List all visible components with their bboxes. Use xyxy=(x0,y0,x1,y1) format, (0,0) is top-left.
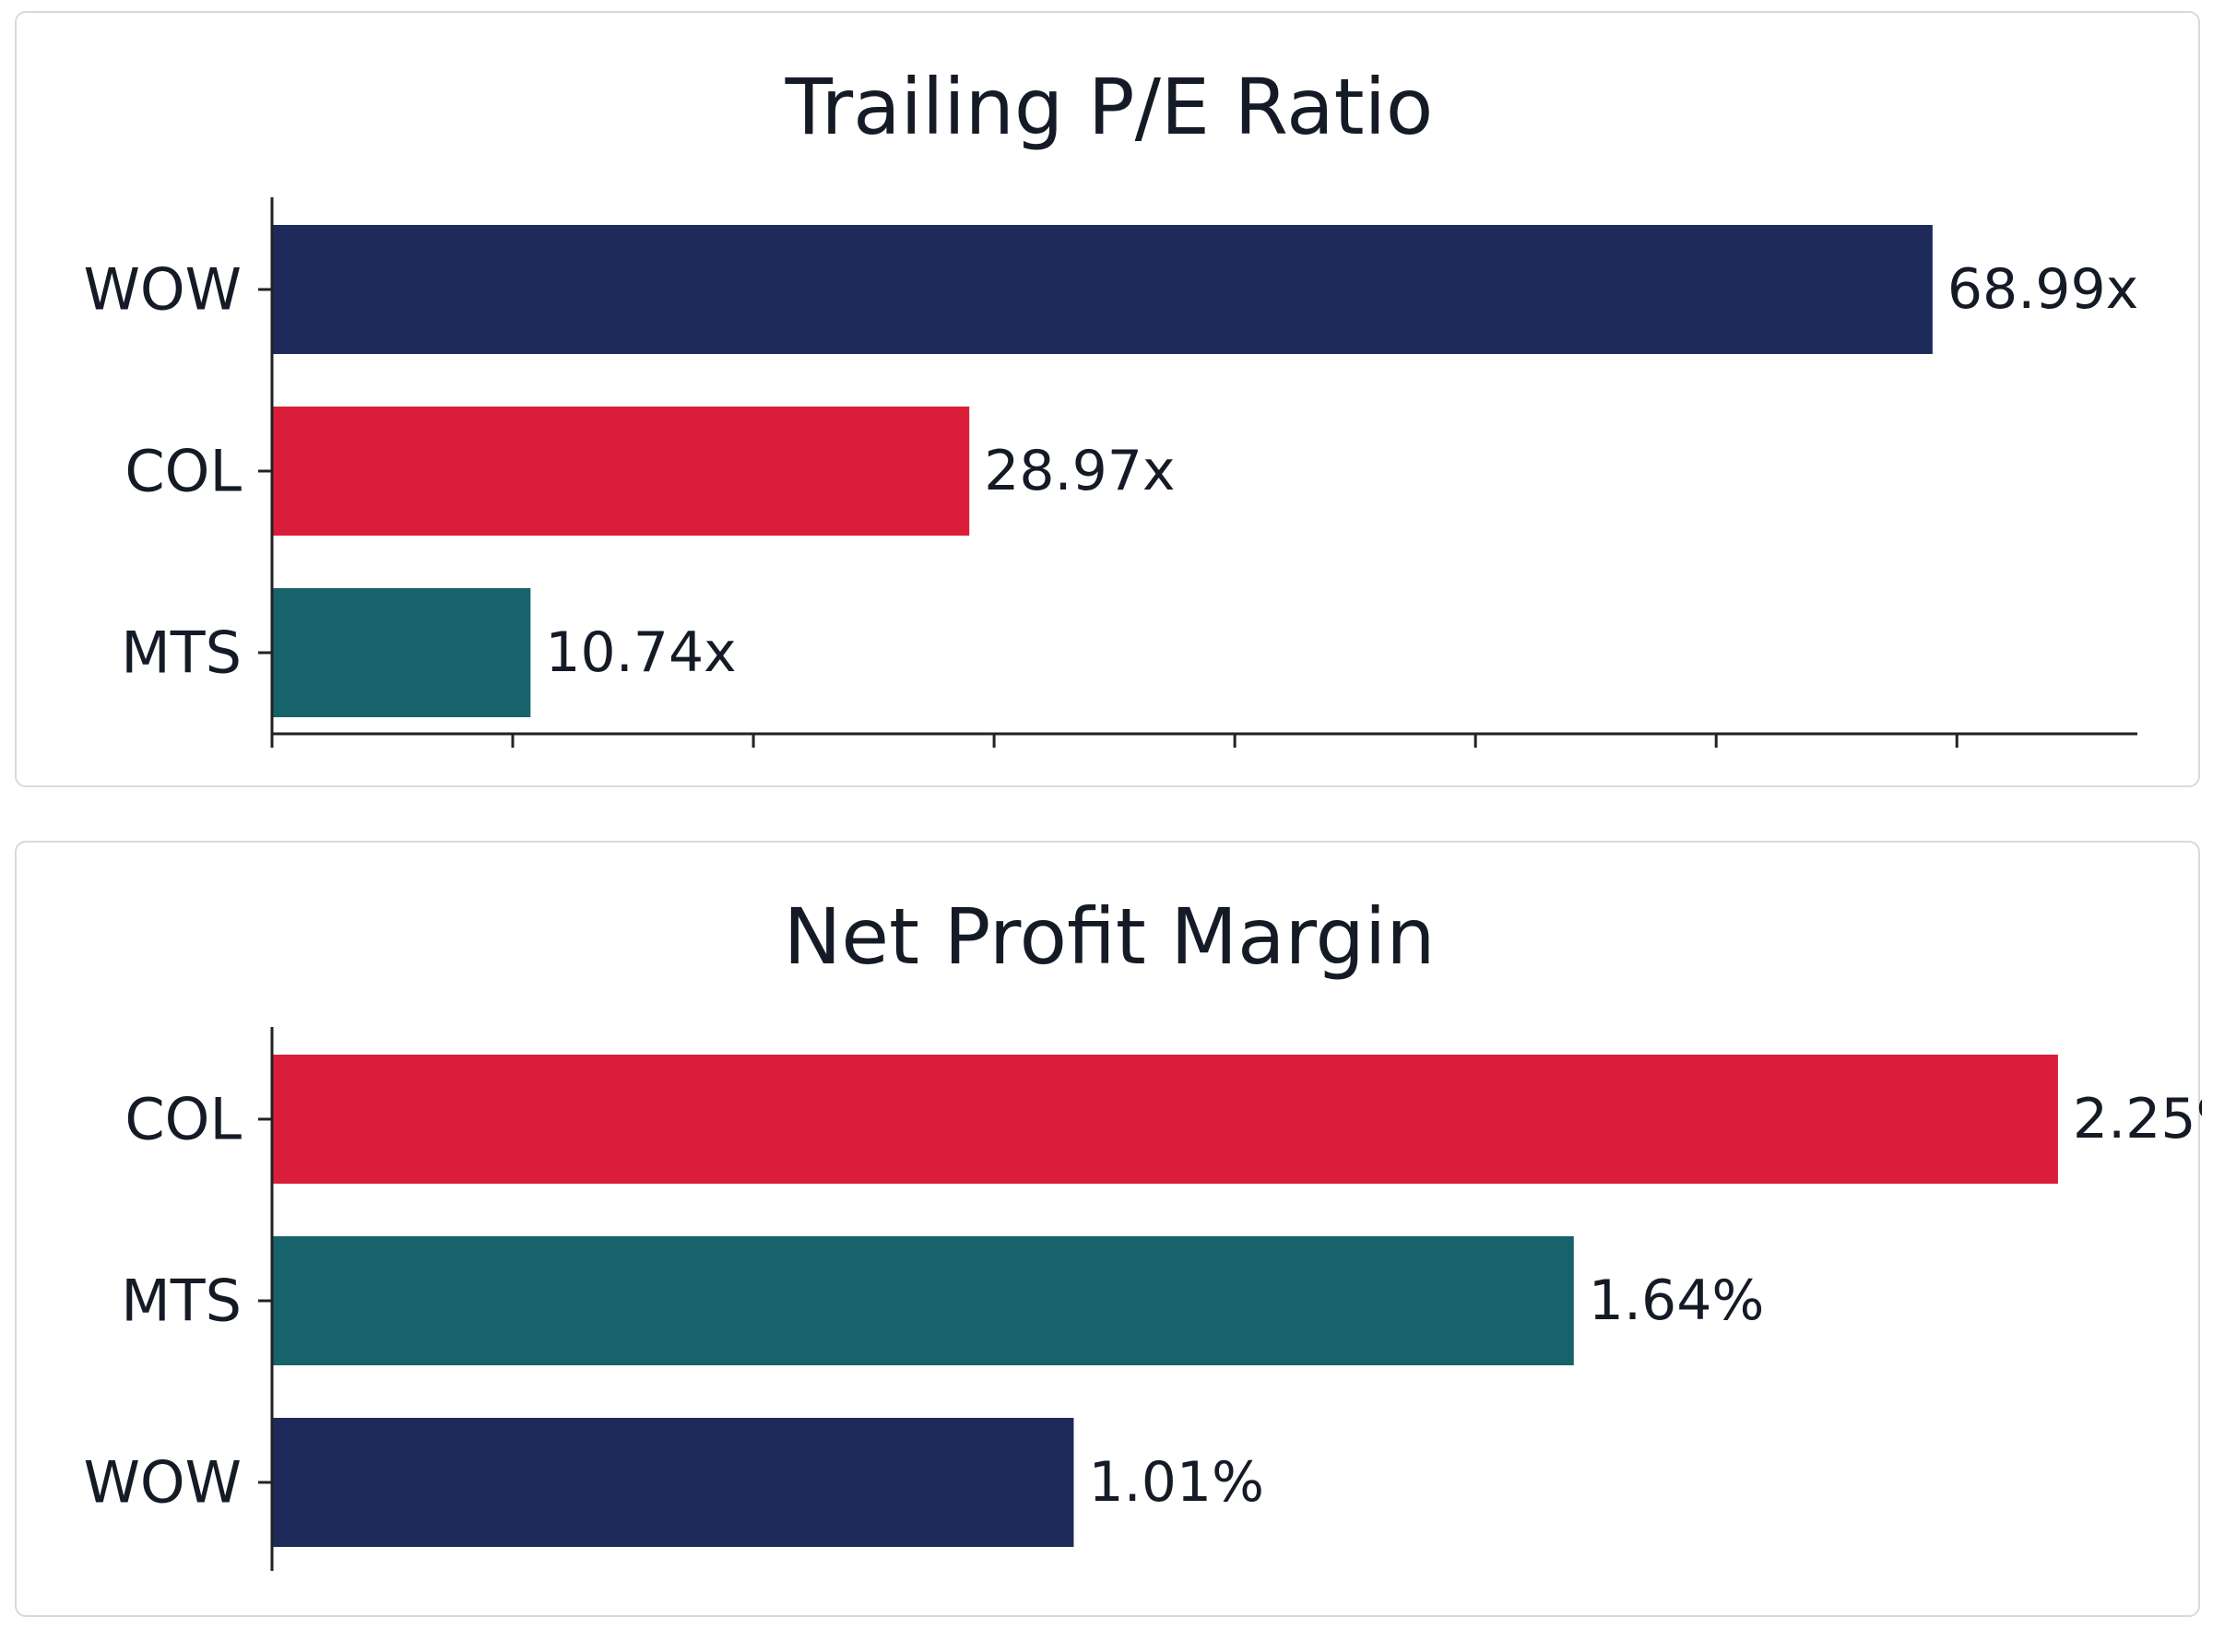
net-profit-margin-value-label-mts: 1.64% xyxy=(1589,1268,1765,1333)
pe-ratio-chart-panel: Trailing P/E Ratio WOW 68.99x COL 28.97x MTS 1… xyxy=(15,11,2200,787)
pe-ratio-value-label-col: 28.97x xyxy=(984,439,1175,503)
pe-ratio-value-label-mts: 10.74x xyxy=(545,620,736,685)
pe-ratio-chart-title: Trailing P/E Ratio xyxy=(785,62,1434,152)
pe-ratio-category-label-col: COL xyxy=(124,438,242,505)
net-profit-margin-chart: Net Profit Margin COL 2.25% MTS 1.64% WOW 1.01… xyxy=(84,891,2202,1571)
net-profit-margin-category-label-wow: WOW xyxy=(84,1449,242,1516)
net-profit-margin-chart-title: Net Profit Margin xyxy=(784,891,1436,982)
net-profit-margin-category-label-mts: MTS xyxy=(121,1268,242,1335)
pe-ratio-bar-wow xyxy=(272,225,1933,354)
pe-ratio-bar-col xyxy=(272,407,970,536)
net-profit-margin-bar-mts xyxy=(272,1236,1574,1365)
net-profit-margin-chart-panel: Net Profit Margin COL 2.25% MTS 1.64% WOW 1.01… xyxy=(15,841,2202,1617)
net-profit-margin-category-label-col: COL xyxy=(124,1086,242,1153)
net-profit-margin-value-label-col: 2.25% xyxy=(2073,1087,2202,1151)
pe-ratio-bar-mts xyxy=(272,588,531,717)
pe-ratio-category-label-mts: MTS xyxy=(121,620,242,687)
net-profit-margin-bar-wow xyxy=(272,1418,1074,1547)
pe-ratio-category-label-wow: WOW xyxy=(84,256,242,324)
pe-ratio-chart: Trailing P/E Ratio WOW 68.99x COL 28.97x MTS 1… xyxy=(84,62,2138,748)
net-profit-margin-bar-col xyxy=(272,1055,2058,1184)
pe-ratio-value-label-wow: 68.99x xyxy=(1947,257,2138,322)
net-profit-margin-value-label-wow: 1.01% xyxy=(1088,1450,1264,1515)
